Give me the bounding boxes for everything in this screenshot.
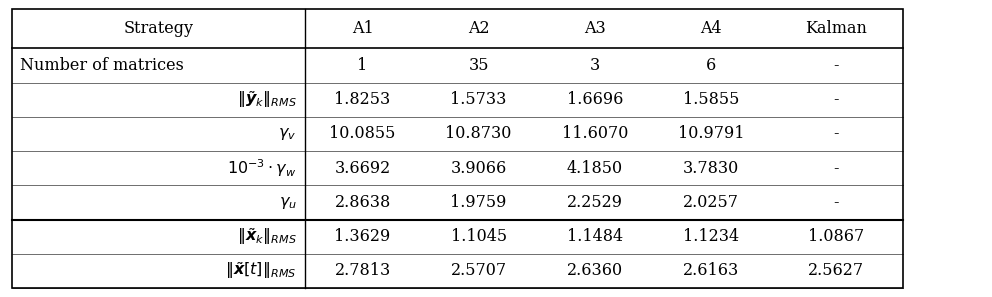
Text: $\|\tilde{\boldsymbol{x}}[t]\|_{RMS}$: $\|\tilde{\boldsymbol{x}}[t]\|_{RMS}$ [225, 260, 297, 282]
Text: Strategy: Strategy [123, 20, 193, 37]
Text: 1.5733: 1.5733 [450, 91, 507, 108]
Text: -: - [833, 125, 838, 143]
Text: 10.8730: 10.8730 [445, 125, 512, 143]
Text: 35: 35 [468, 57, 489, 74]
Text: 2.6163: 2.6163 [682, 263, 739, 279]
Text: 3.7830: 3.7830 [682, 160, 739, 177]
Text: -: - [833, 57, 838, 74]
Text: Kalman: Kalman [805, 20, 867, 37]
Text: 1: 1 [357, 57, 368, 74]
Text: 4.1850: 4.1850 [566, 160, 623, 177]
Text: 1.1484: 1.1484 [566, 228, 623, 245]
Text: 1.6696: 1.6696 [566, 91, 623, 108]
Text: 1.0867: 1.0867 [807, 228, 864, 245]
Text: $\gamma_u$: $\gamma_u$ [279, 194, 297, 211]
Text: 2.7813: 2.7813 [334, 263, 391, 279]
Text: A3: A3 [584, 20, 605, 37]
Text: $\gamma_v$: $\gamma_v$ [279, 125, 297, 143]
Bar [12, 9, 903, 288]
Text: A2: A2 [468, 20, 489, 37]
Text: 3.9066: 3.9066 [450, 160, 507, 177]
Text: $\|\tilde{\boldsymbol{y}}_k\|_{RMS}$: $\|\tilde{\boldsymbol{y}}_k\|_{RMS}$ [237, 89, 297, 110]
Text: 11.6070: 11.6070 [561, 125, 628, 143]
Text: 10.9791: 10.9791 [678, 125, 744, 143]
Text: 1.8253: 1.8253 [334, 91, 391, 108]
Text: 2.5627: 2.5627 [807, 263, 864, 279]
Text: -: - [833, 194, 838, 211]
Text: 3: 3 [589, 57, 600, 74]
Text: 3.6692: 3.6692 [334, 160, 391, 177]
Text: $\|\tilde{\boldsymbol{x}}_k\|_{RMS}$: $\|\tilde{\boldsymbol{x}}_k\|_{RMS}$ [237, 226, 297, 247]
Text: 2.5707: 2.5707 [450, 263, 507, 279]
Text: 1.1234: 1.1234 [682, 228, 739, 245]
Text: -: - [833, 160, 838, 177]
Text: -: - [833, 91, 838, 108]
Text: $10^{-3} \cdot \gamma_w$: $10^{-3} \cdot \gamma_w$ [227, 157, 297, 179]
Text: 10.0855: 10.0855 [329, 125, 396, 143]
Text: 2.0257: 2.0257 [682, 194, 739, 211]
Text: 1.5855: 1.5855 [682, 91, 739, 108]
Text: A1: A1 [352, 20, 373, 37]
Text: A4: A4 [700, 20, 721, 37]
Text: 2.6360: 2.6360 [566, 263, 623, 279]
Text: 1.3629: 1.3629 [334, 228, 391, 245]
Text: 1.1045: 1.1045 [450, 228, 507, 245]
Text: 6: 6 [705, 57, 716, 74]
Text: 1.9759: 1.9759 [450, 194, 507, 211]
Text: 2.2529: 2.2529 [566, 194, 623, 211]
Text: 2.8638: 2.8638 [334, 194, 391, 211]
Text: Number of matrices: Number of matrices [20, 57, 184, 74]
